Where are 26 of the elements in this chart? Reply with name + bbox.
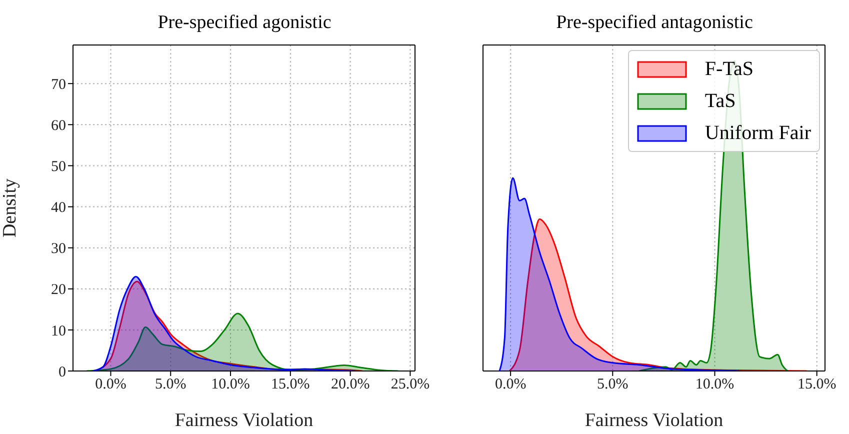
x-tick-label: 20.0% [330,376,370,393]
y-tick-label: 70 [51,76,66,93]
x-tick-label: 10.0% [211,376,250,393]
x-tick-label: 0.0% [494,376,526,393]
x-tick-label: 10.0% [695,376,734,393]
x-axis-title: Fairness Violation [584,410,724,431]
y-tick-label: 10 [51,323,66,340]
legend-label: TaS [704,90,736,112]
y-tick-label: 0 [58,364,66,380]
legend-label: Uniform Fair [704,122,811,144]
x-axis-title: Fairness Violation [174,410,314,431]
y-tick-label: 20 [51,282,66,298]
x-tick-label: 25.0% [390,376,430,393]
chart-title: Pre-specified agonistic [156,12,332,34]
legend-label: F-TaS [704,58,754,80]
chart-title: Pre-specified antagonistic [555,12,754,34]
x-tick-label: 5.0% [597,376,628,393]
y-tick-label: 50 [51,159,66,176]
y-axis-title: Density [0,178,21,238]
x-tick-label: 15.0% [271,376,310,393]
x-tick-label: 15.0% [797,376,836,393]
y-tick-label: 30 [51,241,66,258]
y-tick-label: 40 [51,200,66,216]
x-tick-label: 0.0% [95,376,126,393]
x-tick-label: 5.0% [155,376,186,393]
y-tick-label: 60 [51,118,66,134]
